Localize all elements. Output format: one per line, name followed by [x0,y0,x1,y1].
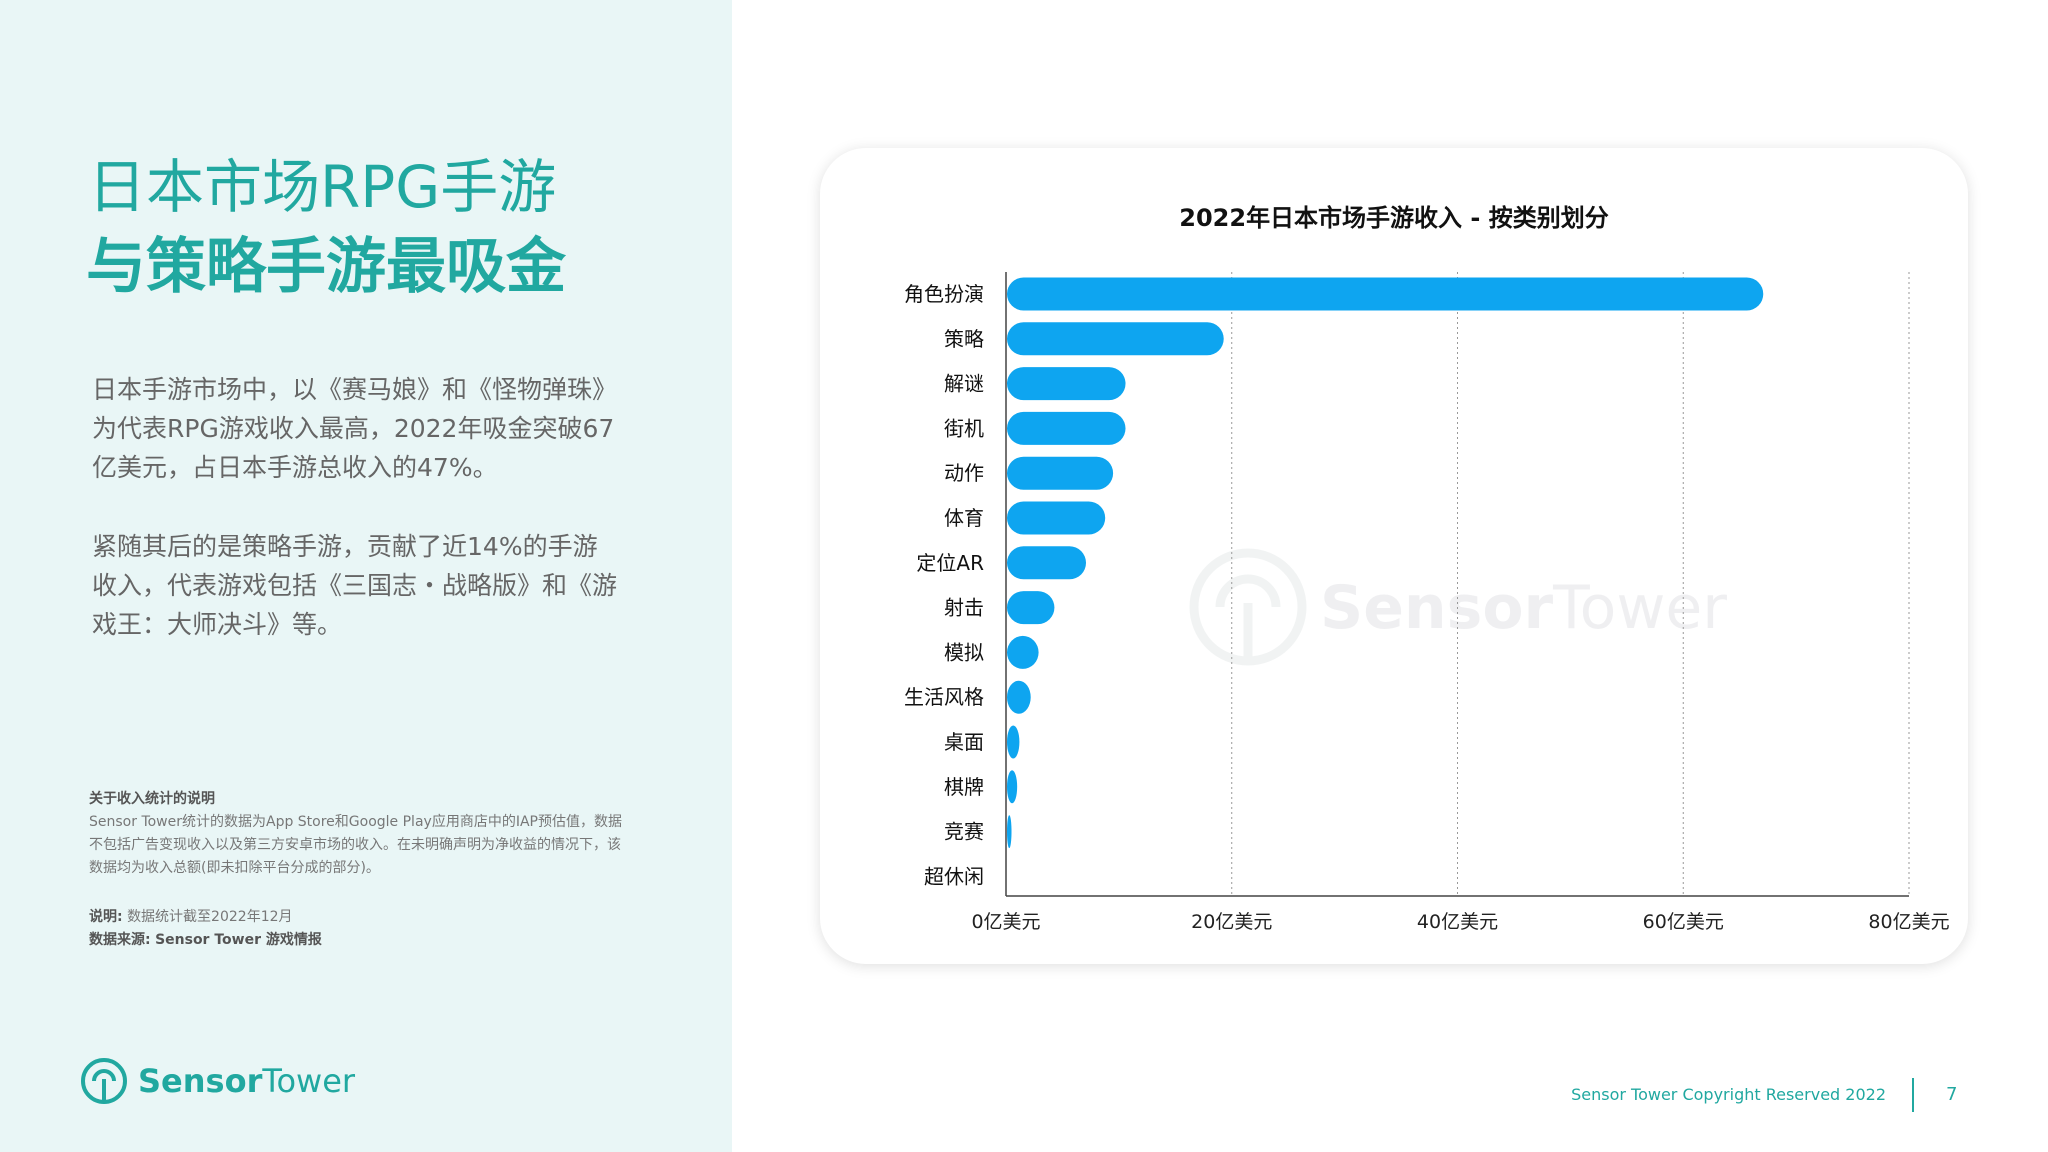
body-paragraph-1: 日本手游市场中，以《赛马娘》和《怪物弹珠》为代表RPG游戏收入最高，2022年吸… [92,375,618,482]
revenue-note-title: 关于收入统计的说明 [89,791,215,807]
category-label: 模拟 [944,640,984,664]
bar [1007,770,1018,804]
sensor-tower-logo: SensorTower [80,1057,355,1105]
headline-line-1: 日本市场RPG手游 [88,153,557,221]
bar [1007,367,1126,401]
category-label: 竞赛 [944,820,984,844]
watermark: SensorTower [1189,548,1727,666]
left-panel: 日本市场RPG手游 与策略手游最吸金 日本手游市场中，以《赛马娘》和《怪物弹珠》… [0,0,732,1152]
revenue-note-body: Sensor Tower统计的数据为App Store和Google Play应… [89,814,622,876]
data-notes: 说明: 数据统计截至2022年12月 数据来源: Sensor Tower 游戏… [89,906,629,952]
category-label: 解谜 [944,372,984,396]
explain-text: 数据统计截至2022年12月 [127,909,293,925]
category-label: 体育 [944,506,984,530]
bar-chart: SensorTower 0亿美元 20亿美元 40亿美元 60亿美元 80亿美元 角色扮演… [904,272,1950,933]
logo-wordmark: SensorTower [138,1062,356,1100]
bar [1007,322,1224,356]
source-line: 数据来源: Sensor Tower 游戏情报 [89,929,629,952]
category-label: 动作 [944,461,984,485]
x-tick-label: 40亿美元 [1417,911,1498,933]
body-paragraph-2: 紧随其后的是策略手游，贡献了近14%的手游收入，代表游戏包括《三国志・战略版》和… [92,532,618,639]
source-text: Sensor Tower 游戏情报 [155,932,322,948]
bar [1007,501,1106,535]
category-label: 定位AR [916,551,984,575]
source-label: 数据来源: [89,932,151,948]
category-label: 射击 [944,596,984,620]
page-number: 7 [1946,1084,1958,1105]
chart-card: 2022年日本市场手游收入 - 按类别划分 SensorTower 0亿美元 20… [820,148,1968,964]
x-tick-label: 0亿美元 [971,911,1040,933]
explain-label: 说明: [89,909,123,925]
x-tick-label: 20亿美元 [1191,911,1272,933]
category-label: 角色扮演 [904,282,984,306]
footer-separator [1912,1078,1914,1112]
category-label: 策略 [944,327,984,351]
bar [1007,635,1039,669]
bar [1007,680,1031,714]
bar [1007,277,1764,311]
explain-line: 说明: 数据统计截至2022年12月 [89,906,629,929]
bar [1007,591,1055,625]
bar [1007,456,1114,490]
category-label: 桌面 [944,730,984,754]
category-label: 生活风格 [904,685,984,709]
sensor-tower-logo-icon [81,1058,127,1104]
x-tick-label: 60亿美元 [1643,911,1724,933]
chart-title: 2022年日本市场手游收入 - 按类别划分 [1179,204,1609,232]
category-label: 街机 [944,416,984,440]
bar [1007,815,1012,849]
bar [1007,411,1126,445]
bar [1007,725,1020,759]
category-label: 超休闲 [924,864,984,888]
x-tick-label: 80亿美元 [1868,911,1949,933]
revenue-note: 关于收入统计的说明 Sensor Tower统计的数据为App Store和Go… [89,788,629,880]
watermark-text: SensorTower [1320,573,1727,643]
footer-copyright: Sensor Tower Copyright Reserved 2022 [1571,1085,1886,1104]
headline-line-2: 与策略手游最吸金 [86,232,566,302]
category-label: 棋牌 [944,775,984,799]
bar [1007,546,1087,580]
